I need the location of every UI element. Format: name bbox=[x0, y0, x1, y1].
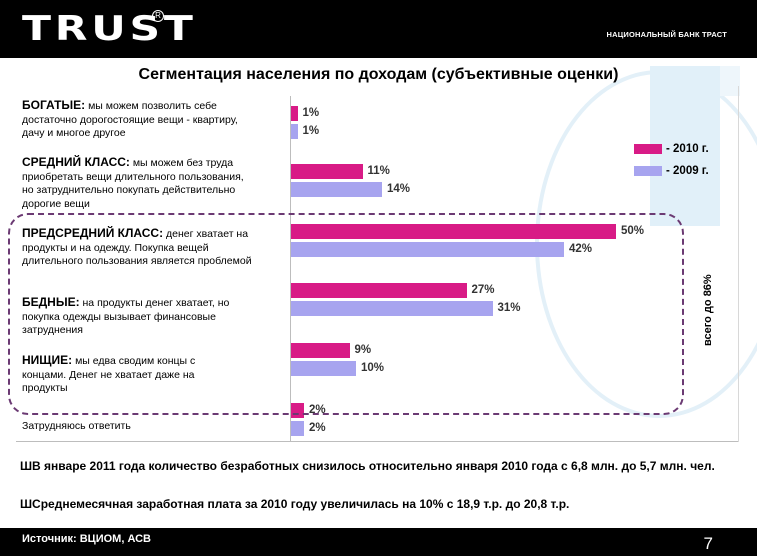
category-desc: денег хватает на продукты и на одежду. П… bbox=[22, 228, 252, 267]
bar-2010-4 bbox=[291, 343, 350, 358]
bar-2009-1 bbox=[291, 182, 382, 197]
bar-2009-0 bbox=[291, 124, 298, 139]
category-desc: на продукты денег хватает, но покупка од… bbox=[22, 297, 230, 336]
value-label-2009-2: 42% bbox=[569, 243, 593, 255]
legend-label-2009: - 2009 г. bbox=[666, 165, 709, 177]
category-name: БОГАТЫЕ: bbox=[22, 98, 86, 112]
value-label-2009-1: 14% bbox=[387, 183, 411, 195]
category-pre-middle: ПРЕДСРЕДНИЙ КЛАСС: денег хватает на прод… bbox=[22, 226, 267, 269]
source-label: Источник: ВЦИОМ, АСВ bbox=[22, 533, 152, 545]
value-label-2010-2: 50% bbox=[621, 225, 645, 237]
value-label-2010-3: 27% bbox=[471, 284, 495, 296]
category-name: СРЕДНИЙ КЛАСС: bbox=[22, 155, 130, 169]
category-name: НИЩИЕ: bbox=[22, 353, 73, 367]
legend-swatch-2009 bbox=[634, 165, 662, 176]
value-label-2010-1: 11% bbox=[367, 165, 390, 177]
bar-2010-1 bbox=[291, 164, 363, 179]
category-poor: БЕДНЫЕ: на продукты денег хватает, но по… bbox=[22, 295, 262, 338]
value-label-2010-4: 9% bbox=[354, 344, 372, 356]
legend-swatch-2010 bbox=[634, 143, 662, 154]
value-label-2009-0: 1% bbox=[302, 125, 320, 137]
category-no-answer: Затрудняюсь ответить bbox=[22, 420, 252, 434]
trust-logo: TRUST bbox=[22, 9, 197, 49]
category-middle: СРЕДНИЙ КЛАСС: мы можем без труда приобр… bbox=[22, 155, 252, 211]
chart-title: Сегментация населения по доходам (субъек… bbox=[138, 66, 619, 83]
group-total-label: всего до 86% bbox=[702, 274, 714, 346]
bar-2010-0 bbox=[291, 106, 298, 121]
category-name: ПРЕДСРЕДНИЙ КЛАСС: bbox=[22, 226, 164, 240]
value-label-2009-4: 10% bbox=[361, 362, 385, 374]
value-label-2009-3: 31% bbox=[497, 302, 521, 314]
y-axis-line bbox=[290, 96, 291, 442]
bar-2009-4 bbox=[291, 361, 356, 376]
category-rich: БОГАТЫЕ: мы можем позволить себе достато… bbox=[22, 98, 262, 141]
bottom-rule bbox=[16, 441, 738, 442]
legend-label-2010: - 2010 г. bbox=[666, 143, 709, 155]
note-unemployment: ШВ январе 2011 года количество безработн… bbox=[20, 459, 715, 473]
registered-mark-icon: R bbox=[152, 10, 164, 22]
bar-2009-2 bbox=[291, 242, 564, 257]
bar-2010-2 bbox=[291, 224, 616, 239]
bar-2009-5 bbox=[291, 421, 304, 436]
legend-item-2010: - 2010 г. bbox=[634, 143, 709, 155]
frame-right-line bbox=[738, 86, 739, 442]
value-label-2010-0: 1% bbox=[302, 107, 320, 119]
category-desc: Затрудняюсь ответить bbox=[22, 420, 131, 432]
legend-item-2009: - 2009 г. bbox=[634, 165, 709, 177]
value-label-2009-5: 2% bbox=[309, 422, 326, 434]
category-very-poor: НИЩИЕ: мы едва сводим концы с концами. Д… bbox=[22, 353, 237, 396]
bar-2010-3 bbox=[291, 283, 467, 298]
footer-bar: Источник: ВЦИОМ, АСВ 7 bbox=[0, 528, 757, 556]
category-desc: мы можем без труда приобретать вещи длит… bbox=[22, 157, 244, 210]
category-desc: мы едва сводим концы с концами. Денег не… bbox=[22, 355, 196, 394]
page-number: 7 bbox=[703, 534, 713, 553]
bank-name: НАЦИОНАЛЬНЫЙ БАНК ТРАСТ bbox=[606, 30, 727, 39]
group-highlight-box bbox=[8, 213, 684, 415]
bar-2009-3 bbox=[291, 301, 493, 316]
category-name: БЕДНЫЕ: bbox=[22, 295, 80, 309]
header-bar: TRUST R НАЦИОНАЛЬНЫЙ БАНК ТРАСТ bbox=[0, 0, 757, 58]
note-salary: ШСреднемесячная заработная плата за 2010… bbox=[20, 497, 570, 511]
category-desc: мы можем позволить себе достаточно дорог… bbox=[22, 100, 238, 139]
